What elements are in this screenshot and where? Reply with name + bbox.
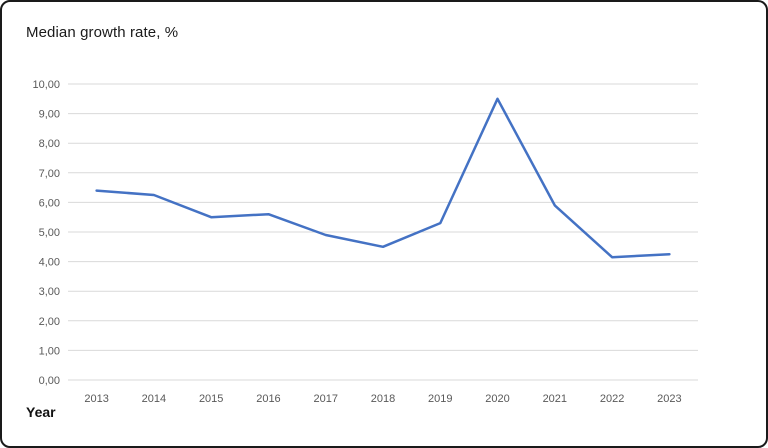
x-axis-tick-label: 2021 [543,393,567,405]
y-axis-tick-label: 6,00 [39,197,60,209]
x-axis-tick-label: 2023 [657,393,681,405]
x-axis-tick-label: 2019 [428,393,452,405]
y-axis-tick-label: 9,00 [39,109,60,121]
x-axis-tick-label: 2014 [142,393,166,405]
y-axis-tick-label: 1,00 [39,345,60,357]
y-axis-tick-label: 5,00 [39,227,60,239]
x-axis-tick-label: 2016 [256,393,280,405]
x-axis-tick-label: 2017 [313,393,337,405]
y-axis-tick-label: 4,00 [39,257,60,269]
y-axis-tick-label: 3,00 [39,286,60,298]
y-axis-tick-label: 10,00 [32,79,60,91]
y-axis-tick-label: 2,00 [39,316,60,328]
y-axis-tick-label: 7,00 [39,168,60,180]
data-series-line [95,97,671,259]
y-axis-tick-label: 8,00 [39,138,60,150]
x-axis-tick-label: 2018 [371,393,395,405]
x-axis-tick-label: 2020 [485,393,509,405]
x-axis-tick-label: 2022 [600,393,624,405]
x-axis-title: Year [26,404,56,420]
x-axis-tick-label: 2013 [84,393,108,405]
y-axis-tick-label: 0,00 [39,375,60,387]
x-axis-tick-label: 2015 [199,393,223,405]
chart-title: Median growth rate, % [26,24,179,41]
